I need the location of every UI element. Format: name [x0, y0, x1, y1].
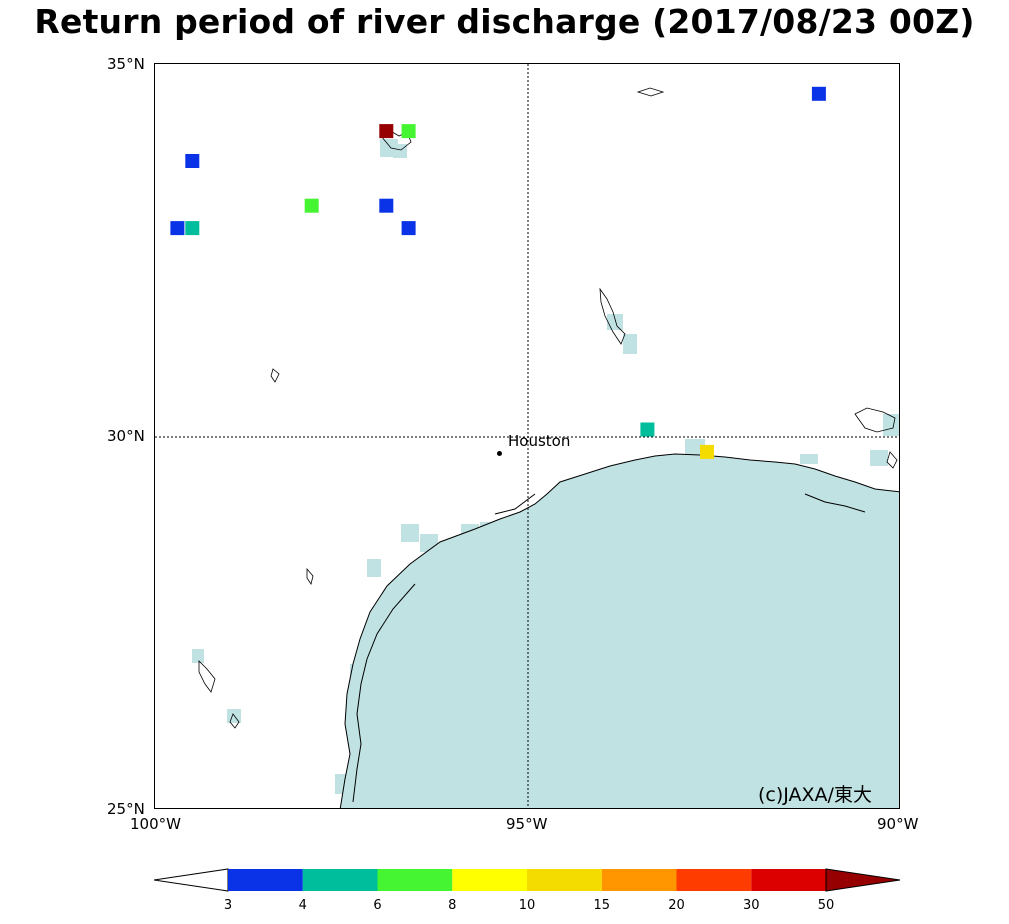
map-canvas	[155, 64, 899, 808]
colorbar-swatch	[601, 869, 677, 891]
colorbar-swatch	[302, 869, 378, 891]
colorbar-low-extend	[154, 868, 229, 892]
colorbar-swatch	[228, 869, 303, 891]
colorbar-tick-label: 6	[373, 898, 382, 913]
return-period-cell	[185, 154, 200, 168]
lat-label-25n: 25°N	[107, 800, 145, 818]
colorbar-tick-label: 20	[668, 898, 685, 913]
colorbar-swatch	[527, 869, 602, 891]
colorbar-high-extend	[825, 868, 901, 892]
colorbar-tick-label: 10	[518, 898, 536, 913]
lon-label-100w: 100°W	[130, 815, 181, 833]
colorbar-tick-label: 8	[448, 898, 457, 913]
return-period-cell	[640, 422, 655, 437]
coastline	[339, 453, 899, 808]
houston-label: Houston	[508, 432, 571, 450]
colorbar-tick-label: 15	[593, 898, 611, 913]
colorbar-tick-label: 30	[743, 898, 760, 913]
return-period-cell	[185, 221, 200, 236]
colorbar-tick-label: 3	[223, 898, 233, 913]
colorbar-swatch	[751, 869, 827, 891]
map-panel	[154, 63, 900, 809]
colorbar-tick-label: 4	[298, 898, 307, 913]
wet-cells	[192, 139, 899, 794]
lon-label-90w: 90°W	[877, 815, 919, 833]
return-period-cell	[401, 124, 416, 139]
return-period-cell	[170, 221, 185, 236]
lon-label-95w: 95°W	[506, 815, 548, 833]
colorbar-swatch	[377, 869, 453, 891]
return-period-cells	[170, 86, 826, 459]
gulf-water	[340, 454, 899, 808]
return-period-cell	[700, 444, 714, 459]
copyright-text: (c)JAXA/東大	[758, 784, 872, 806]
barrier-islands	[352, 493, 866, 803]
return-period-cell	[811, 86, 826, 101]
return-period-cell	[401, 221, 416, 236]
return-period-cell	[379, 198, 394, 213]
map-title: Return period of river discharge (2017/0…	[34, 2, 975, 41]
colorbar-swatch	[452, 869, 528, 891]
lat-label-35n: 35°N	[107, 55, 145, 73]
lakes	[198, 87, 898, 729]
return-period-cell	[304, 198, 319, 213]
colorbar-tick-label: 50	[817, 898, 835, 913]
lat-label-30n: 30°N	[107, 427, 145, 445]
colorbar	[154, 868, 901, 892]
colorbar-swatch	[676, 869, 752, 891]
return-period-cell	[379, 124, 394, 139]
houston-marker	[497, 451, 502, 456]
